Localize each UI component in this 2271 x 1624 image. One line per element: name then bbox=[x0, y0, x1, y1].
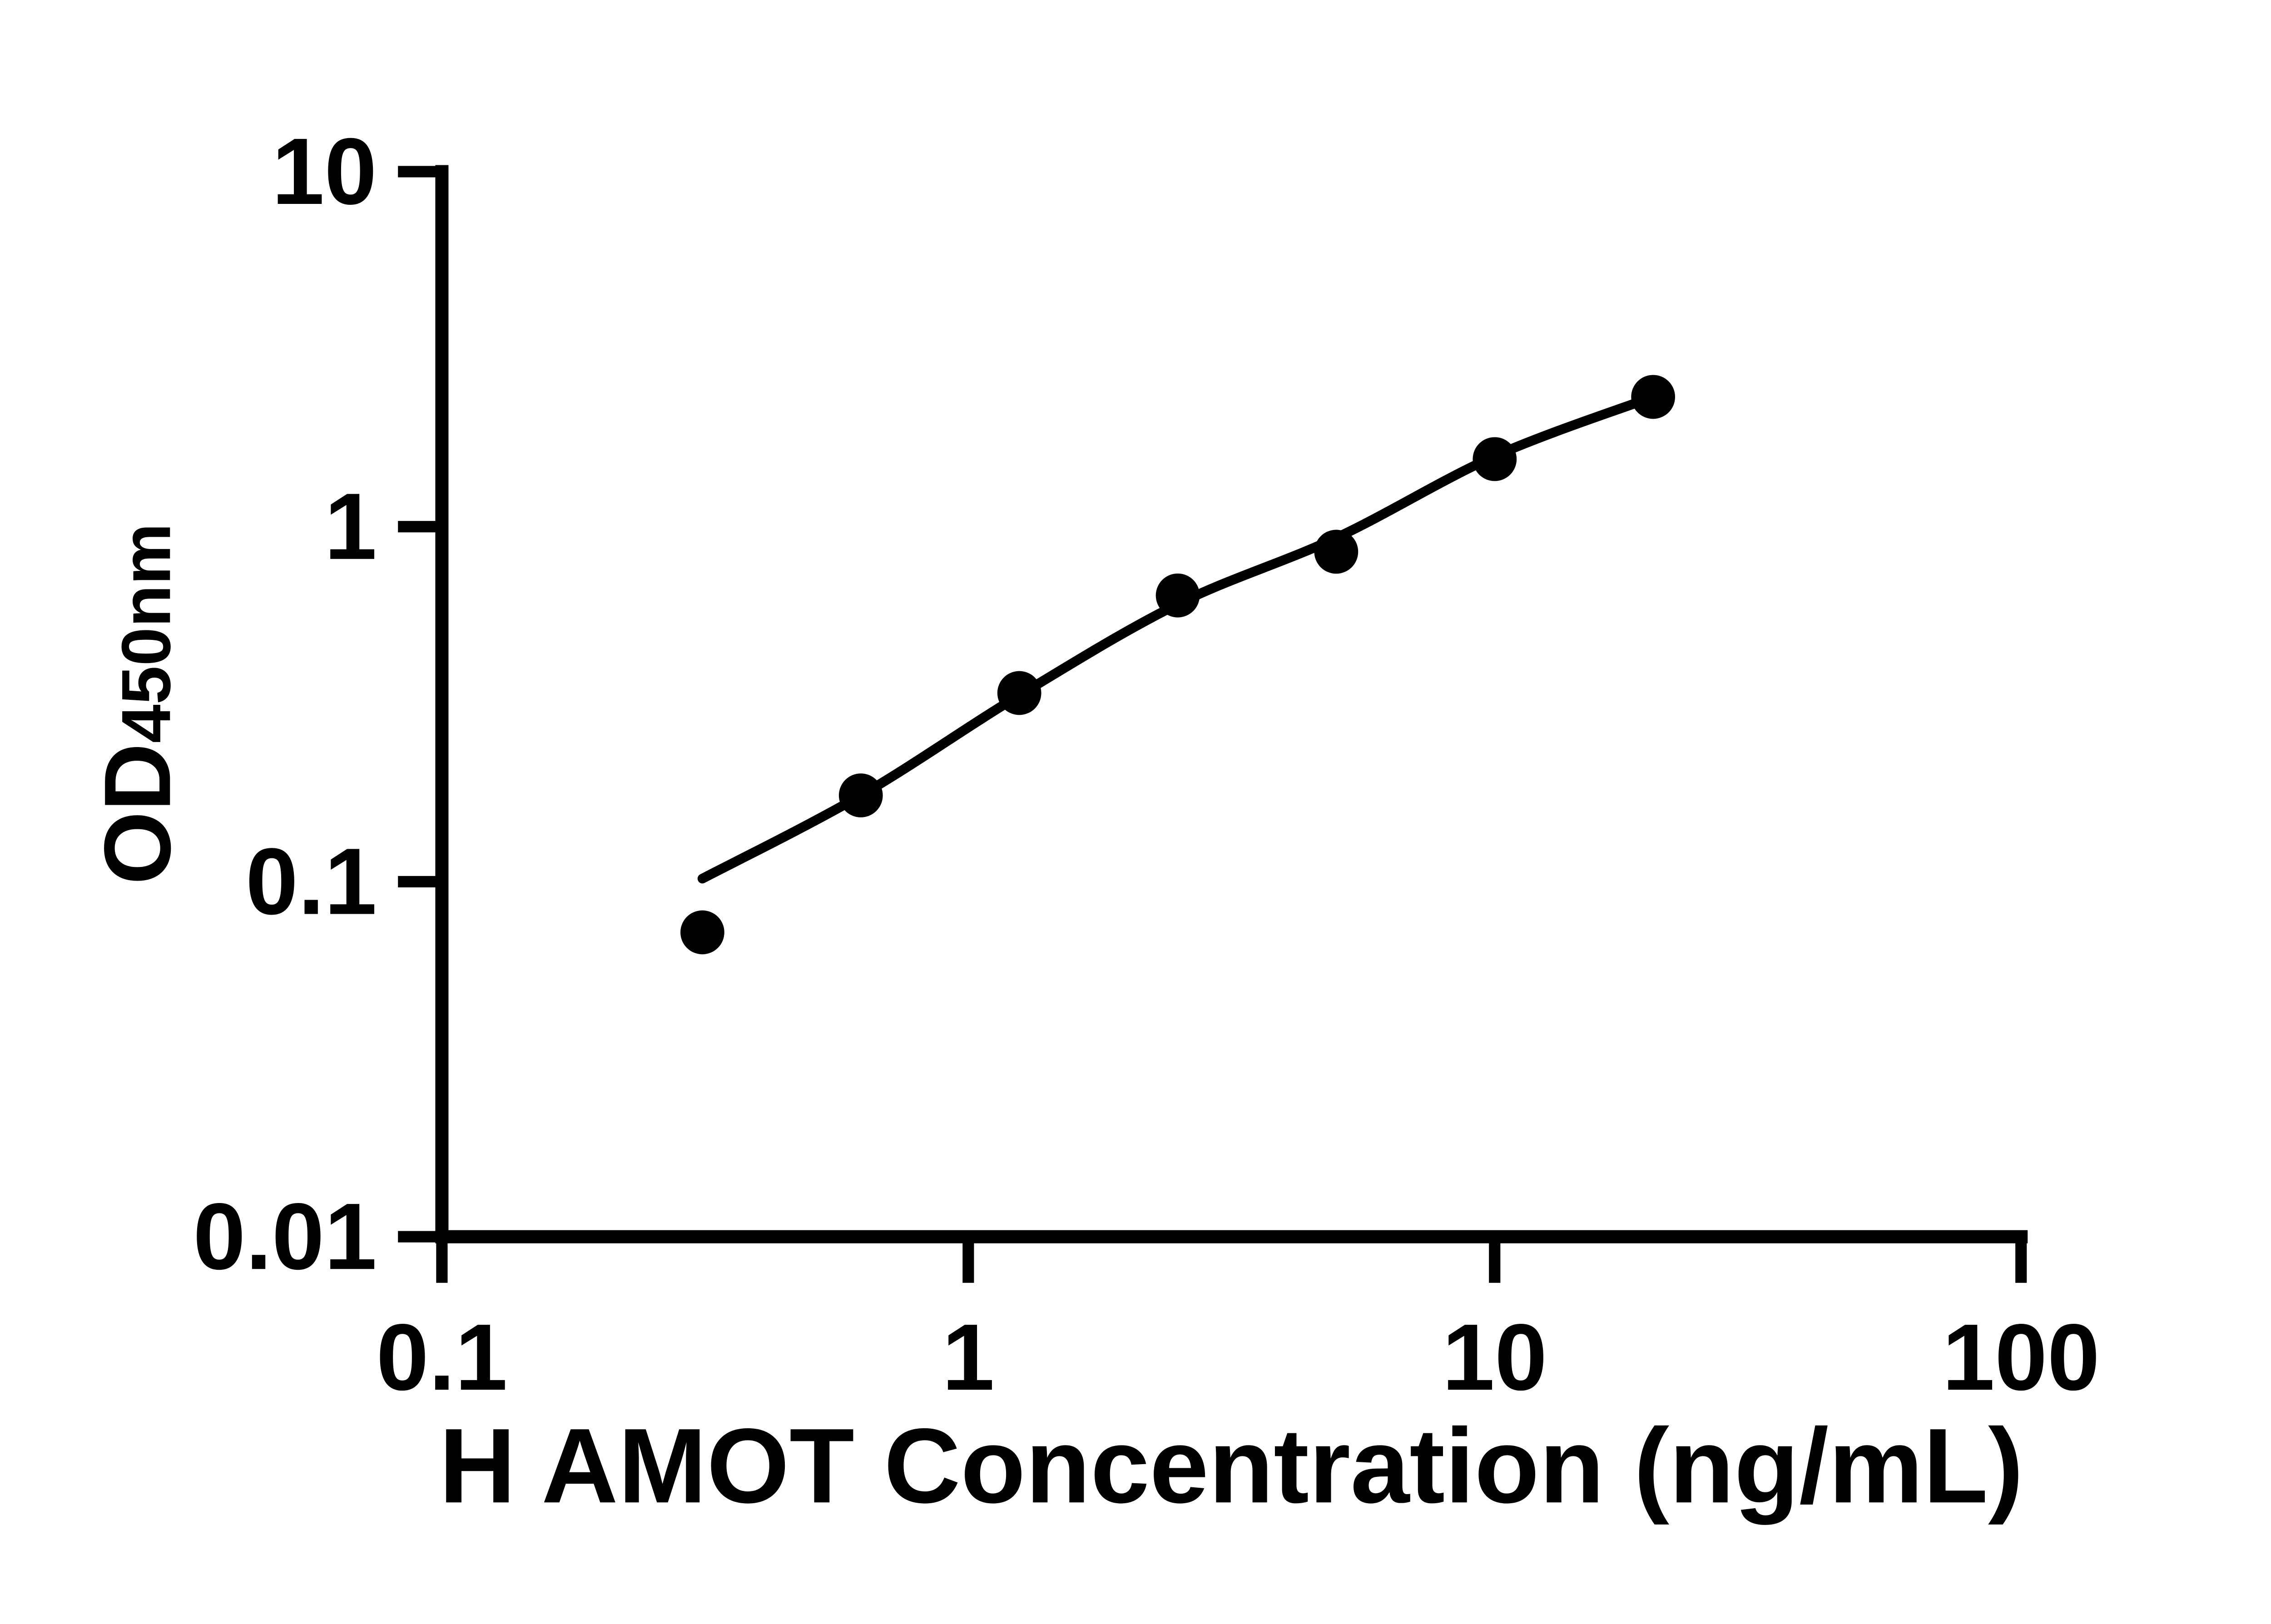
data-point bbox=[838, 773, 883, 817]
x-tick-label: 100 bbox=[1942, 1305, 2100, 1410]
x-tick-label: 10 bbox=[1442, 1305, 1547, 1410]
x-tick-label: 0.1 bbox=[376, 1305, 507, 1410]
y-axis-title-main: OD bbox=[85, 743, 190, 885]
data-point bbox=[680, 910, 724, 955]
tick-labels-layer: 10 1 0.1 0.01 0.1 1 10 100 bbox=[193, 119, 2100, 1410]
data-point bbox=[997, 671, 1041, 715]
x-axis-title: H AMOT Concentration (ng/mL) bbox=[439, 1406, 2023, 1525]
axes-layer bbox=[398, 165, 2028, 1283]
y-tick-label: 0.01 bbox=[193, 1184, 377, 1289]
x-tick-label: 1 bbox=[942, 1305, 995, 1410]
data-point bbox=[1155, 573, 1200, 618]
y-tick-label: 10 bbox=[272, 119, 377, 224]
data-points-layer bbox=[680, 375, 1676, 955]
data-point bbox=[1314, 530, 1359, 574]
y-axis-title-subscript: 450nm bbox=[108, 523, 185, 743]
data-point bbox=[1631, 375, 1676, 419]
data-point bbox=[1473, 437, 1517, 481]
y-tick-label: 0.1 bbox=[246, 829, 377, 934]
y-tick-label: 1 bbox=[324, 474, 377, 579]
y-axis-title: OD450nm bbox=[85, 523, 190, 885]
